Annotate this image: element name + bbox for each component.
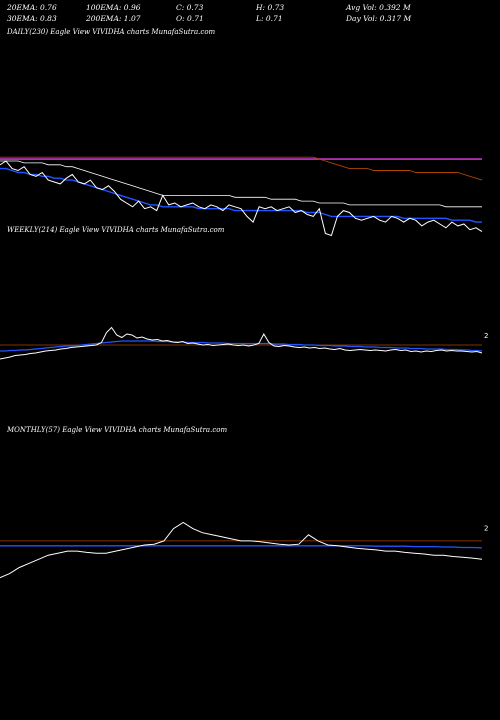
weekly-series-1 [0, 340, 483, 352]
weekly-panel-title: WEEKLY(214) Eagle View VIVIDHA charts Mu… [7, 226, 225, 234]
stat-high: H: 0.73 [256, 3, 285, 12]
daily-series-0 [0, 160, 483, 237]
stat-20ema: 20EMA: 0.76 [7, 3, 57, 12]
monthly-series-0 [0, 521, 483, 579]
weekly-level-label: 2 [484, 332, 488, 340]
stat-low: L: 0.71 [256, 14, 283, 23]
daily-series-1 [0, 167, 482, 223]
daily-series-3 [0, 156, 483, 181]
daily-series-2 [0, 160, 482, 208]
monthly-panel-title: MONTHLY(57) Eagle View VIVIDHA charts Mu… [7, 426, 228, 434]
monthly-level-label: 2 [484, 525, 488, 533]
stat-open: O: 0.71 [176, 14, 204, 23]
stat-30ema: 30EMA: 0.83 [7, 14, 57, 23]
weekly-series-0 [0, 326, 483, 360]
stat-100ema: 100EMA: 0.96 [86, 3, 141, 12]
stat-day-vol: Day Vol: 0.317 M [346, 14, 412, 23]
stat-close: C: 0.73 [176, 3, 204, 12]
stat-200ema: 200EMA: 1.07 [86, 14, 141, 23]
stat-avg-vol: Avg Vol: 0.392 M [346, 3, 411, 12]
daily-panel-title: DAILY(230) Eagle View VIVIDHA charts Mun… [7, 28, 216, 36]
monthly-series-2 [0, 545, 483, 549]
